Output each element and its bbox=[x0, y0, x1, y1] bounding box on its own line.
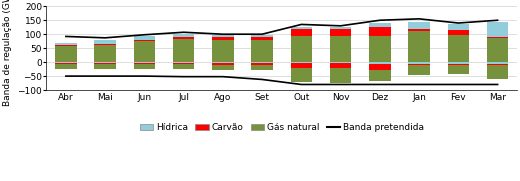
Bar bbox=[94, 44, 116, 45]
Bar bbox=[94, 62, 116, 63]
Bar bbox=[212, 40, 233, 62]
Bar bbox=[134, 63, 155, 64]
Bar bbox=[448, 66, 469, 74]
Bar bbox=[212, 62, 233, 63]
Bar bbox=[448, 30, 469, 35]
Bar bbox=[369, 23, 391, 27]
Bar bbox=[408, 62, 430, 64]
Bar bbox=[212, 65, 233, 70]
Bar bbox=[408, 65, 430, 75]
Bar bbox=[251, 35, 273, 37]
Bar bbox=[94, 45, 116, 62]
Bar bbox=[134, 62, 155, 63]
Bar bbox=[173, 34, 194, 37]
Bar bbox=[291, 63, 312, 68]
Bar bbox=[291, 62, 312, 63]
Bar bbox=[448, 62, 469, 64]
Y-axis label: Banda de regulação (GW): Banda de regulação (GW) bbox=[3, 0, 12, 106]
Bar bbox=[448, 35, 469, 62]
Bar bbox=[408, 29, 430, 31]
Bar bbox=[330, 62, 352, 63]
Bar bbox=[291, 27, 312, 30]
Bar bbox=[212, 37, 233, 40]
Bar bbox=[291, 68, 312, 82]
Bar bbox=[330, 63, 352, 68]
Bar bbox=[94, 64, 116, 69]
Bar bbox=[251, 37, 273, 40]
Bar bbox=[487, 37, 509, 38]
Bar bbox=[55, 43, 76, 45]
Bar bbox=[369, 27, 391, 36]
Bar bbox=[291, 36, 312, 62]
Legend: Hídrica, Carvão, Gás natural, Banda pretendida: Hídrica, Carvão, Gás natural, Banda pret… bbox=[136, 120, 427, 136]
Bar bbox=[487, 22, 509, 37]
Bar bbox=[330, 36, 352, 62]
Bar bbox=[487, 65, 509, 79]
Bar bbox=[487, 64, 509, 65]
Bar bbox=[291, 30, 312, 36]
Bar bbox=[134, 64, 155, 69]
Bar bbox=[408, 64, 430, 65]
Bar bbox=[251, 62, 273, 63]
Bar bbox=[173, 39, 194, 62]
Bar bbox=[369, 62, 391, 64]
Bar bbox=[94, 40, 116, 44]
Bar bbox=[448, 24, 469, 30]
Bar bbox=[487, 62, 509, 64]
Bar bbox=[369, 36, 391, 62]
Bar bbox=[330, 68, 352, 83]
Bar bbox=[408, 22, 430, 29]
Bar bbox=[251, 65, 273, 70]
Bar bbox=[448, 64, 469, 66]
Bar bbox=[55, 62, 76, 63]
Bar bbox=[134, 41, 155, 62]
Bar bbox=[55, 64, 76, 69]
Bar bbox=[330, 27, 352, 30]
Bar bbox=[212, 63, 233, 65]
Bar bbox=[212, 35, 233, 37]
Bar bbox=[55, 45, 76, 46]
Bar bbox=[134, 40, 155, 41]
Bar bbox=[55, 46, 76, 62]
Bar bbox=[330, 30, 352, 36]
Bar bbox=[369, 64, 391, 70]
Bar bbox=[173, 64, 194, 69]
Bar bbox=[173, 62, 194, 63]
Bar bbox=[408, 31, 430, 62]
Bar bbox=[134, 36, 155, 40]
Bar bbox=[251, 40, 273, 62]
Bar bbox=[487, 38, 509, 62]
Bar bbox=[173, 63, 194, 64]
Bar bbox=[173, 37, 194, 39]
Bar bbox=[94, 63, 116, 64]
Bar bbox=[55, 63, 76, 64]
Bar bbox=[369, 70, 391, 81]
Bar bbox=[251, 63, 273, 65]
